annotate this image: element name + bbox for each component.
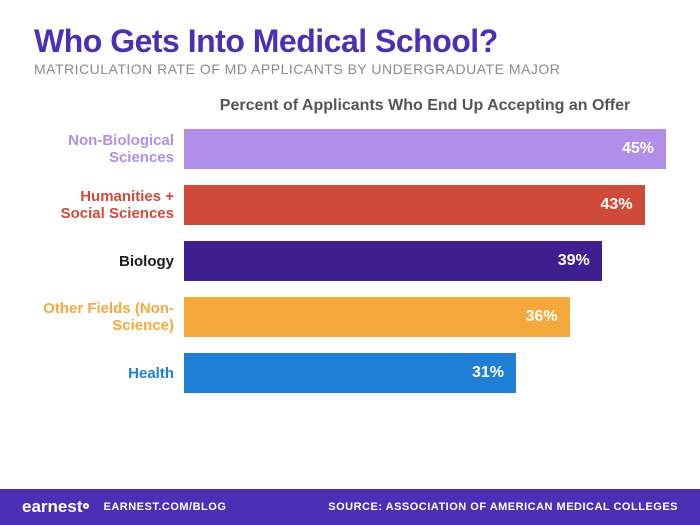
bar-value: 45% (622, 140, 654, 158)
bar-rows: Non-Biological Sciences 45% Humanities + S… (34, 129, 666, 393)
bar: 36% (184, 297, 570, 337)
footer-blog-url: EARNEST.COM/BLOG (103, 501, 226, 513)
bar: 45% (184, 129, 666, 169)
brand-text: earnest (22, 497, 82, 517)
bar-track: 39% (184, 241, 666, 281)
bar-row: Other Fields (Non-Science) 36% (34, 297, 666, 337)
bar-value: 43% (601, 196, 633, 214)
page-title: Who Gets Into Medical School? (34, 24, 666, 59)
category-label: Health (34, 365, 184, 382)
bar-row: Humanities + Social Sciences 43% (34, 185, 666, 225)
category-label: Humanities + Social Sciences (34, 188, 184, 223)
bar: 43% (184, 185, 645, 225)
bar-value: 39% (558, 252, 590, 270)
page-subtitle: MATRICULATION RATE OF MD APPLICANTS BY U… (34, 61, 666, 77)
bar: 39% (184, 241, 602, 281)
header: Who Gets Into Medical School? MATRICULAT… (0, 0, 700, 81)
bar-track: 43% (184, 185, 666, 225)
brand-dot-icon (83, 503, 89, 509)
bar-value: 36% (526, 308, 558, 326)
bar-track: 45% (184, 129, 666, 169)
footer-source: SOURCE: ASSOCIATION OF AMERICAN MEDICAL … (328, 501, 678, 513)
footer-bar: earnest EARNEST.COM/BLOG SOURCE: ASSOCIA… (0, 489, 700, 525)
chart-title: Percent of Applicants Who End Up Accepti… (184, 97, 666, 115)
chart: Percent of Applicants Who End Up Accepti… (0, 81, 700, 393)
category-label: Other Fields (Non-Science) (34, 300, 184, 335)
bar-value: 31% (472, 364, 504, 382)
bar-track: 31% (184, 353, 666, 393)
category-label: Non-Biological Sciences (34, 132, 184, 167)
bar-row: Health 31% (34, 353, 666, 393)
bar: 31% (184, 353, 516, 393)
brand-logo: earnest (22, 497, 89, 517)
bar-row: Biology 39% (34, 241, 666, 281)
footer-left: earnest EARNEST.COM/BLOG (22, 497, 226, 517)
bar-row: Non-Biological Sciences 45% (34, 129, 666, 169)
bar-track: 36% (184, 297, 666, 337)
category-label: Biology (34, 253, 184, 270)
